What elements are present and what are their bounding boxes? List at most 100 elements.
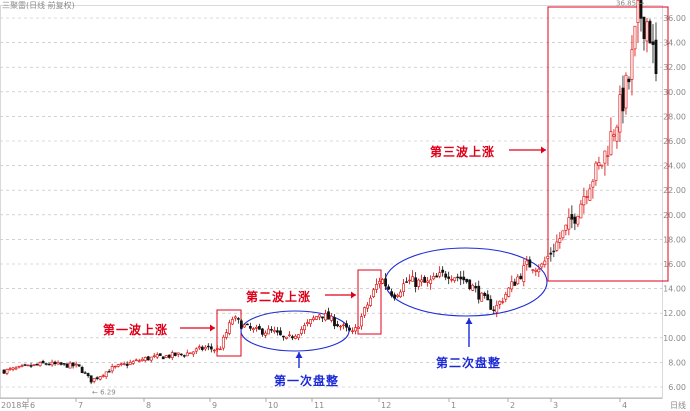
candle-body [501, 301, 505, 303]
candle-body [200, 346, 204, 350]
candle-body [468, 279, 472, 290]
candle-body [267, 328, 270, 335]
candle-body [92, 378, 96, 382]
candle-body [597, 162, 601, 166]
y-tick-label: 32.00 [663, 63, 686, 72]
candle-body [71, 362, 75, 367]
x-tick-label: 3 [553, 401, 558, 410]
candle-body [519, 275, 523, 280]
candle-body [113, 365, 117, 368]
candle-body [155, 354, 159, 358]
candle-body [651, 41, 655, 45]
y-tick-label: 8.00 [668, 358, 686, 367]
chart-title: 三聚雷(日线 前复权) [2, 1, 75, 10]
candle-body [74, 363, 78, 366]
candle-body [504, 294, 508, 300]
candle-body [591, 181, 595, 188]
annotation-arrows [180, 146, 546, 368]
candle-body [273, 330, 276, 332]
candle-body [486, 294, 490, 301]
candle-body [609, 131, 613, 156]
candle-body [561, 230, 565, 239]
candle-body [59, 362, 63, 365]
x-axis: 2018年 6 7 8 9 10 11 12 1 2 3 4 [0, 397, 662, 410]
candle-body [47, 363, 51, 366]
candle-body [35, 364, 39, 366]
candle-body [639, 0, 643, 19]
candle-body [315, 316, 318, 320]
candle-body [264, 332, 267, 336]
annotation-wave-3: 第三波上涨 [430, 145, 496, 159]
candle-body [107, 371, 111, 373]
candle-body [77, 364, 81, 367]
candle-body [297, 334, 300, 339]
candle-body [489, 299, 493, 310]
candle-body [89, 375, 93, 383]
candle-body [104, 371, 108, 377]
annotation-wave-2: 第二波上涨 [246, 290, 312, 304]
candle-body [68, 362, 72, 369]
candle-body [221, 336, 225, 349]
y-tick-label: 12.00 [663, 309, 686, 318]
candle-body [423, 276, 427, 283]
candle-body [276, 330, 279, 333]
candle-body [648, 20, 652, 44]
candle-body [134, 359, 138, 362]
candle-body [405, 281, 409, 283]
candle-body [179, 353, 183, 356]
candle-body [630, 49, 634, 80]
candle-body [513, 281, 517, 286]
y-tick-label: 18.00 [663, 235, 686, 244]
candle-body [137, 360, 141, 362]
candle-body [140, 358, 144, 362]
candle-body [26, 364, 30, 367]
candle-body [149, 356, 153, 361]
candle-body [411, 276, 415, 282]
y-tick-label: 34.00 [663, 39, 686, 48]
candle-body [582, 196, 586, 206]
candle-body [83, 372, 87, 374]
candle-body [450, 279, 454, 281]
candle-body [285, 336, 288, 339]
wave-1-arrow-head [210, 324, 215, 332]
candle-body [185, 352, 189, 357]
y-tick-label: 36.00 [663, 14, 686, 23]
candle-body [32, 364, 36, 366]
x-tick-label: 12 [381, 401, 391, 410]
candle-body [543, 260, 547, 265]
candle-body [627, 78, 631, 83]
candle-body [588, 188, 592, 201]
candle-body [621, 87, 625, 112]
y-tick-label: 14.00 [663, 285, 686, 294]
annotation-consolidation-1: 第一次盘整 [274, 374, 340, 388]
candle-body [552, 250, 556, 253]
candle-body [245, 323, 249, 326]
candle-body [492, 309, 496, 312]
candle-body [80, 367, 84, 373]
candle-body [372, 289, 375, 298]
candle-body [38, 362, 42, 367]
candle-body [378, 281, 381, 285]
candle-body [462, 276, 466, 281]
candle-body [417, 279, 421, 287]
candlesticks [2, 0, 658, 385]
candle-body [146, 356, 150, 361]
candle-body [209, 346, 213, 350]
candle-body [23, 364, 27, 366]
candle-body [11, 367, 15, 370]
candle-body [540, 263, 544, 268]
candle-body [393, 294, 396, 299]
candle-body [435, 275, 439, 278]
candle-body [324, 313, 327, 321]
candle-body [459, 276, 463, 280]
candle-body [254, 326, 258, 329]
candle-body [227, 322, 231, 334]
y-tick-label: 30.00 [663, 88, 686, 97]
wave-2-arrow-head [351, 291, 356, 299]
y-tick-label: 22.00 [663, 186, 686, 195]
candle-body [414, 277, 418, 288]
candle-body [381, 279, 384, 284]
candle-body [534, 269, 538, 272]
x-tick-label: 1 [451, 401, 456, 410]
